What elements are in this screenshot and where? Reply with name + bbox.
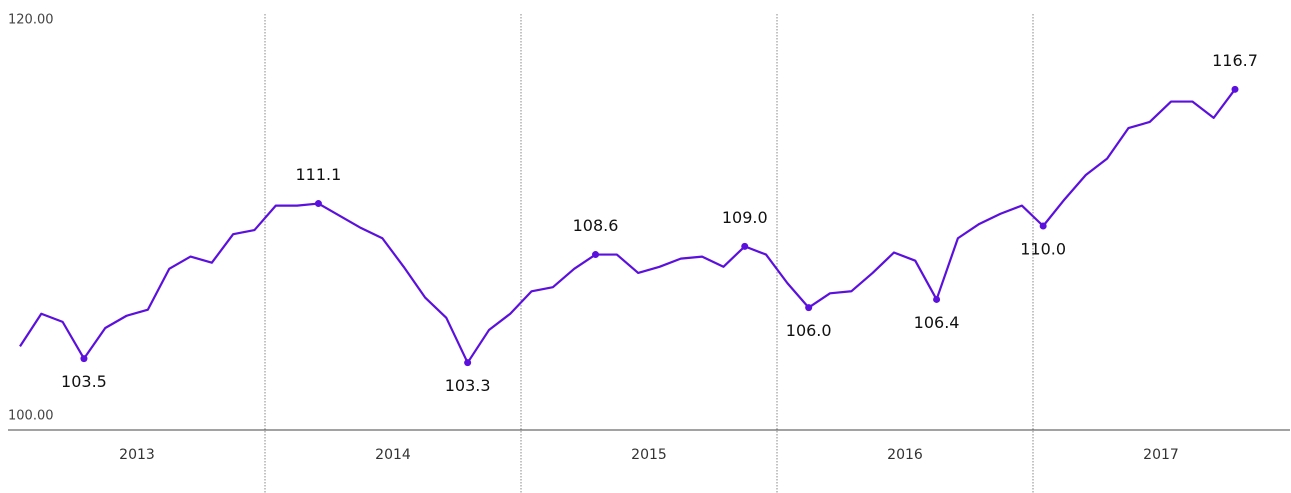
data-point <box>933 295 941 303</box>
x-tick-label: 2014 <box>375 447 411 463</box>
data-label: 111.1 <box>296 165 342 184</box>
data-point <box>80 355 88 363</box>
x-tick-label: 2016 <box>887 447 923 463</box>
data-point <box>1039 222 1047 230</box>
data-label: 103.3 <box>445 376 491 395</box>
data-line <box>19 88 1236 364</box>
data-label: 116.7 <box>1212 51 1258 70</box>
data-point <box>314 200 322 208</box>
data-label: 103.5 <box>61 372 107 391</box>
data-label: 106.0 <box>786 321 832 340</box>
data-label: 110.0 <box>1020 240 1066 259</box>
data-label: 109.0 <box>722 208 768 227</box>
data-point <box>805 304 813 312</box>
x-tick-label: 2013 <box>119 447 155 463</box>
y-tick-label: 120.00 <box>8 13 54 28</box>
x-tick-label: 2015 <box>631 447 667 463</box>
data-point <box>741 242 749 250</box>
data-label: 108.6 <box>573 216 619 235</box>
data-point <box>464 359 472 367</box>
x-tick-label: 2017 <box>1143 447 1179 463</box>
data-label: 106.4 <box>914 313 960 332</box>
data-point <box>592 251 600 259</box>
y-tick-label: 100.00 <box>8 409 54 424</box>
data-point <box>1231 85 1239 93</box>
